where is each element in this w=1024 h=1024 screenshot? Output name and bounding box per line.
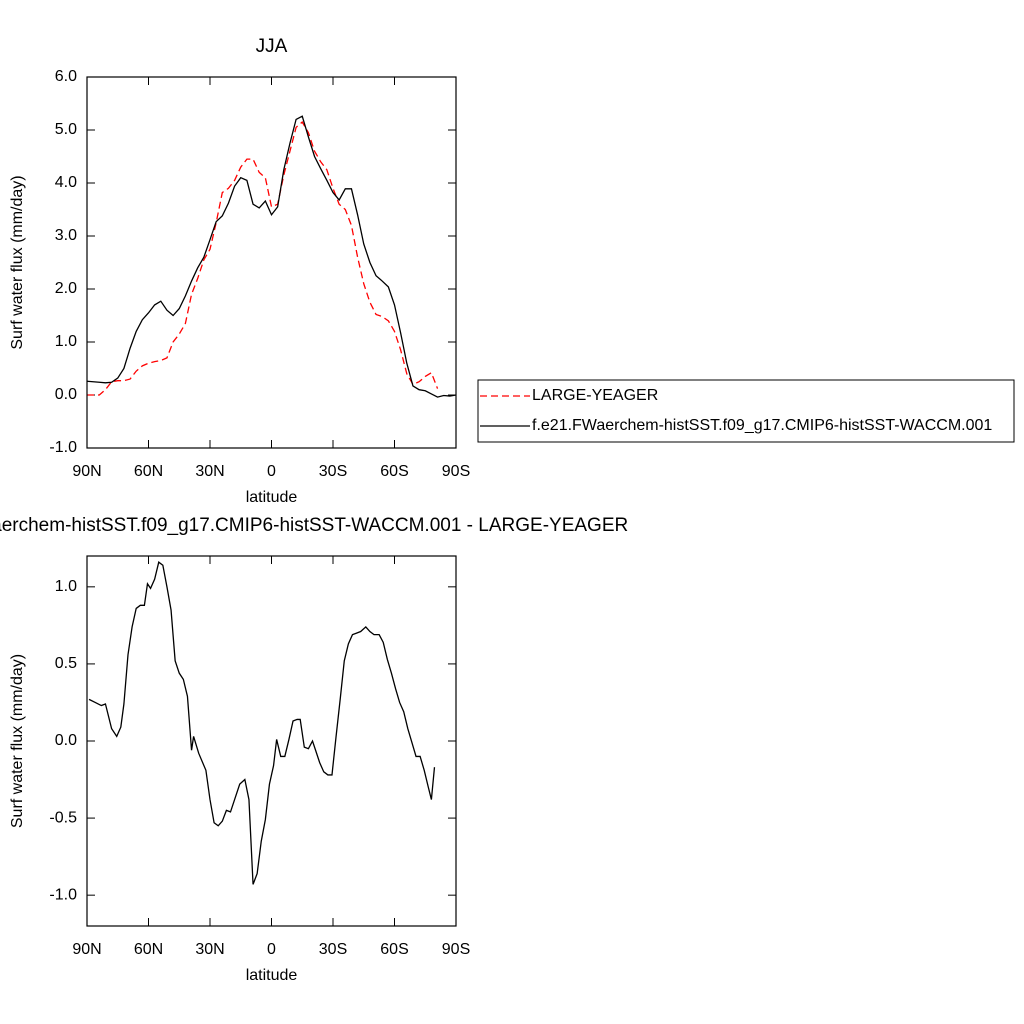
x-tick-label: 60S	[380, 463, 408, 480]
x-tick-label: 0	[267, 941, 276, 958]
y-tick-label: 2.0	[55, 280, 77, 297]
x-tick-label: 90S	[442, 463, 470, 480]
data-line	[88, 561, 436, 885]
x-tick-label: 90N	[72, 463, 101, 480]
y-tick-label: -0.5	[49, 809, 77, 826]
plot-frame	[86, 76, 457, 449]
x-tick-label: 0	[267, 463, 276, 480]
y-tick-label: -1.0	[49, 886, 77, 903]
plot-frame	[86, 555, 457, 927]
data-line	[87, 121, 439, 396]
chart-title: f.e21.FWaerchem-histSST.f09_g17.CMIP6-hi…	[0, 515, 628, 536]
legend-box	[477, 379, 1015, 443]
legend-label: LARGE-YEAGER	[532, 387, 658, 404]
x-tick-label: 90S	[442, 941, 470, 958]
y-tick-label: 5.0	[55, 121, 77, 138]
x-tick-label: 30N	[195, 463, 224, 480]
y-axis-label: Surf water flux (mm/day)	[9, 654, 26, 828]
x-axis-label: latitude	[246, 489, 298, 506]
y-tick-label: 0.0	[55, 732, 77, 749]
x-tick-label: 30S	[319, 941, 347, 958]
y-axis-label: Surf water flux (mm/day)	[9, 175, 26, 349]
y-tick-label: 6.0	[55, 68, 77, 85]
y-tick-label: 0.5	[55, 655, 77, 672]
y-tick-label: 4.0	[55, 174, 77, 191]
x-tick-label: 60N	[134, 463, 163, 480]
x-tick-label: 90N	[72, 941, 101, 958]
y-tick-label: 0.0	[55, 386, 77, 403]
x-tick-label: 30S	[319, 463, 347, 480]
x-axis-label: latitude	[246, 967, 298, 984]
y-tick-label: 3.0	[55, 227, 77, 244]
x-tick-label: 60S	[380, 941, 408, 958]
x-tick-label: 60N	[134, 941, 163, 958]
legend-label: f.e21.FWaerchem-histSST.f09_g17.CMIP6-hi…	[532, 417, 992, 434]
y-tick-label: 1.0	[55, 333, 77, 350]
data-line	[86, 115, 457, 398]
y-tick-label: -1.0	[49, 439, 77, 456]
chart-title: JJA	[256, 36, 288, 57]
x-tick-label: 30N	[195, 941, 224, 958]
y-tick-label: 1.0	[55, 578, 77, 595]
